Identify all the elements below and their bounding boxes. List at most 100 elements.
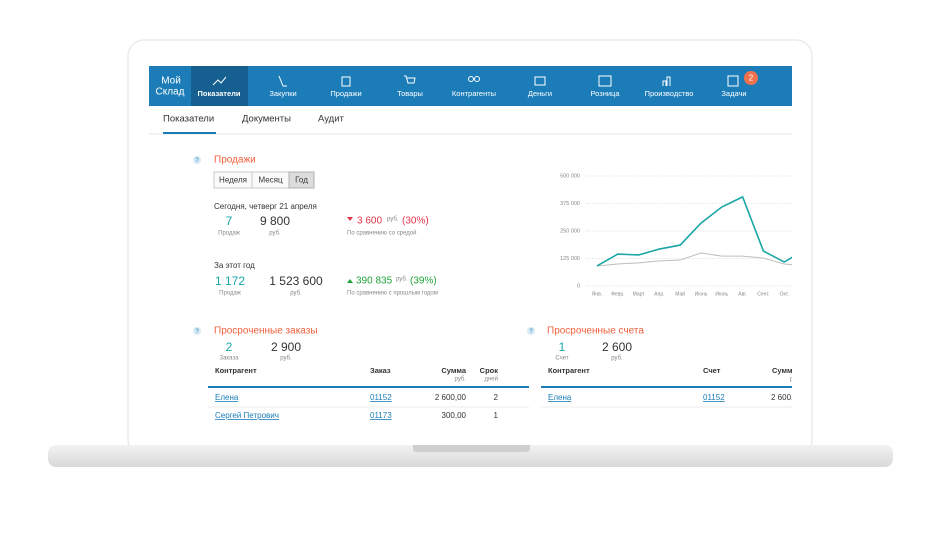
amount: 9 800 <box>260 214 290 228</box>
nav-item[interactable]: Производство <box>645 89 694 98</box>
count: 1 172 <box>215 274 245 288</box>
y-tick-label: 500 000 <box>560 173 580 179</box>
amount-label: руб. <box>269 231 281 237</box>
nav-item[interactable]: Контрагенты <box>452 89 496 98</box>
count-label: Счет <box>555 356 569 362</box>
change-unit: руб. <box>396 277 408 283</box>
cell: 1 <box>494 411 499 420</box>
change-pct: (30%) <box>402 216 429 227</box>
nav-active <box>191 66 248 106</box>
badge-count: 2 <box>749 74 754 83</box>
icon <box>468 76 474 82</box>
cell-link[interactable]: 01173 <box>370 411 392 420</box>
nav-item[interactable]: Розница <box>591 89 621 98</box>
count-label: Продаж <box>219 291 241 297</box>
column-header: Контрагент <box>548 366 590 375</box>
icon <box>404 75 416 84</box>
help-mark: ? <box>195 158 199 164</box>
column-header: Сумма <box>441 366 466 375</box>
cell: 300,00 <box>442 411 467 420</box>
amount-label: руб. <box>290 291 302 297</box>
amount: 2 600 <box>602 340 632 354</box>
tab[interactable]: Документы <box>242 114 291 125</box>
icon <box>278 75 287 87</box>
section-title: Продажи <box>214 155 256 166</box>
x-tick-label: Янв. <box>592 291 602 297</box>
period-button[interactable]: Неделя <box>219 176 247 185</box>
icon <box>534 76 546 86</box>
column-unit: руб. <box>790 377 802 383</box>
nav-item[interactable]: Продажи <box>330 89 361 98</box>
x-tick-label: Авг. <box>738 291 747 297</box>
y-tick-label: 125 000 <box>560 256 580 262</box>
tab[interactable]: Аудит <box>318 114 345 125</box>
period-button[interactable]: Месяц <box>258 176 283 185</box>
count: 1 <box>559 340 566 354</box>
nav-bar: Мой Склад Показатели Закупки Продажи Тов… <box>149 66 792 106</box>
nav-item[interactable]: Деньги <box>528 89 552 98</box>
cell-link[interactable]: 01152 <box>703 393 725 402</box>
logo: Склад <box>156 87 185 98</box>
change: 390 835 <box>356 276 393 287</box>
icon <box>727 75 739 87</box>
laptop-notch <box>413 445 530 452</box>
x-tick-label: Окт. <box>780 291 789 297</box>
sales-chart: 0 125 000 250 000 375 000 500 000 Янв. Февр. Ма… <box>560 173 792 297</box>
comparison: По сравнению со средой <box>347 230 416 237</box>
help-icon[interactable] <box>527 327 535 335</box>
x-tick-label: Июнь <box>695 291 708 297</box>
cell-link[interactable]: Елена <box>215 393 239 402</box>
series-line <box>596 195 792 267</box>
change-unit: руб. <box>387 217 399 223</box>
column-unit: дней <box>484 376 498 383</box>
x-tick-label: Февр. <box>611 291 624 297</box>
comparison: По сравнению с прошлым годом <box>347 291 438 297</box>
badge <box>744 71 758 85</box>
column-header: Счет <box>703 366 721 375</box>
y-tick-label: 0 <box>577 283 580 289</box>
column-header: Сумма <box>772 366 797 375</box>
help-mark: ? <box>195 329 199 335</box>
cell-link[interactable]: Сергей Петрович <box>215 411 279 420</box>
help-mark: ? <box>529 329 533 335</box>
column-header: Заказ <box>370 366 391 375</box>
count-label: Заказа <box>219 356 239 362</box>
logo: Мой <box>161 76 181 87</box>
x-tick-label: Март <box>633 291 646 297</box>
x-tick-label: Апр. <box>654 291 664 297</box>
series-line <box>596 252 792 267</box>
icon <box>598 75 612 87</box>
cell-link[interactable]: 01152 <box>370 393 392 402</box>
nav-item[interactable]: Закупки <box>269 89 296 98</box>
period-button[interactable]: Год <box>295 176 308 185</box>
cell: 2 <box>494 393 499 402</box>
change-pct: (39%) <box>410 276 437 287</box>
icon <box>341 76 351 87</box>
tab[interactable]: Показатели <box>163 114 214 125</box>
cell: 2 600,00 <box>771 393 803 402</box>
cell-link[interactable]: Елена <box>548 393 572 402</box>
y-tick-label: 250 000 <box>560 228 580 234</box>
down-arrow <box>347 217 353 221</box>
icon <box>662 76 671 86</box>
y-tick-label: 375 000 <box>560 201 580 207</box>
nav-item[interactable]: Задачи <box>721 89 746 98</box>
column-unit: руб. <box>455 377 467 383</box>
count-label: Продаж <box>218 231 240 237</box>
count: 7 <box>226 214 233 228</box>
amount-label: руб. <box>611 356 623 362</box>
period-label: За этот год <box>214 261 255 270</box>
icon <box>474 76 480 82</box>
help-icon[interactable] <box>193 156 201 164</box>
nav-item[interactable]: Товары <box>397 89 423 98</box>
help-icon[interactable] <box>193 327 201 335</box>
nav-item[interactable]: Показатели <box>197 89 240 98</box>
period-label: Сегодня, четверг 21 апреля <box>214 202 317 211</box>
cell: 2 600,00 <box>435 393 467 402</box>
amount: 2 900 <box>271 340 301 354</box>
column-header: Контрагент <box>215 366 257 375</box>
nav-bg <box>149 66 792 106</box>
section-title: Просроченные счета <box>547 326 644 337</box>
laptop-base <box>48 445 893 467</box>
